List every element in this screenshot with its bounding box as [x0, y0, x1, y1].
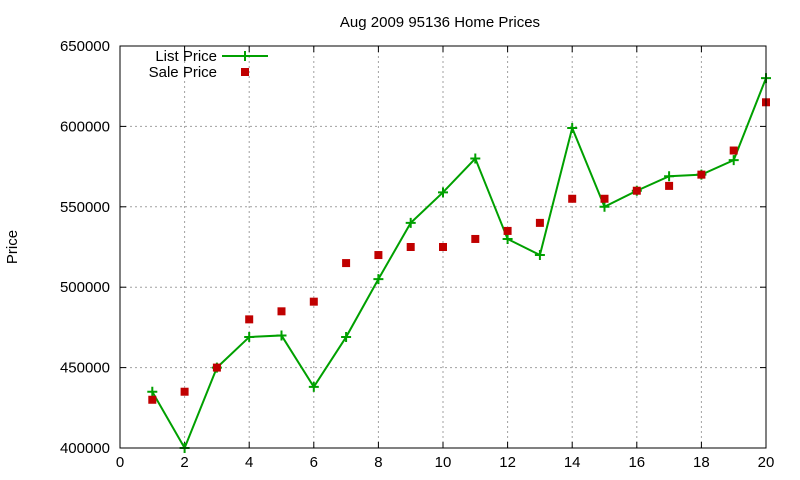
- list-price-point: [147, 386, 158, 397]
- sale-price-point: [309, 297, 318, 306]
- y-tick-label: 500000: [60, 279, 110, 296]
- chart-title: Aug 2009 95136 Home Prices: [340, 14, 540, 31]
- sale-price-point: [342, 259, 351, 268]
- legend-label-list-price: List Price: [155, 48, 217, 65]
- sale-price-point: [212, 363, 221, 372]
- sale-price-point: [568, 194, 577, 203]
- y-tick-label: 650000: [60, 38, 110, 55]
- y-tick-label: 550000: [60, 199, 110, 216]
- sale-price-point: [697, 170, 706, 179]
- axis-ticks: 0 2 4 6 8 10 12 14 16 18 20 400000 450000 500000 55000…: [60, 38, 774, 471]
- sale-price-point: [503, 226, 512, 235]
- legend-marker-list-price: [240, 51, 250, 61]
- list-price-point: [405, 217, 416, 228]
- sale-price-point: [471, 234, 480, 243]
- list-price-point: [567, 123, 578, 134]
- legend-marker-sale-price: [241, 68, 249, 76]
- sale-price-point: [665, 181, 674, 190]
- sale-price-point: [535, 218, 544, 227]
- legend-label-sale-price: Sale Price: [149, 64, 217, 81]
- data-series: [147, 73, 771, 453]
- list-price-point: [373, 274, 384, 285]
- sale-price-point: [374, 251, 383, 260]
- list-price-point: [502, 233, 513, 244]
- list-price-point: [308, 381, 319, 392]
- plot-frame: [119, 45, 767, 449]
- sale-price-point: [277, 307, 286, 316]
- list-price-point: [470, 153, 481, 164]
- x-tick-label: 8: [374, 454, 382, 471]
- x-tick-label: 16: [628, 454, 645, 471]
- list-price-point: [244, 332, 255, 343]
- y-tick-label: 400000: [60, 440, 110, 457]
- y-axis-label: Price: [4, 230, 21, 264]
- x-tick-label: 4: [245, 454, 253, 471]
- list-price-point: [276, 330, 287, 341]
- x-tick-label: 14: [564, 454, 581, 471]
- sale-price-point: [632, 186, 641, 195]
- x-tick-label: 6: [310, 454, 318, 471]
- x-tick-label: 18: [693, 454, 710, 471]
- y-tick-label: 450000: [60, 360, 110, 377]
- list-price-point: [664, 171, 675, 182]
- list-price-point: [728, 155, 739, 166]
- y-tick-label: 600000: [60, 118, 110, 135]
- x-tick-label: 2: [180, 454, 188, 471]
- x-tick-label: 12: [499, 454, 516, 471]
- sale-price-point: [180, 387, 189, 396]
- sale-price-point: [600, 194, 609, 203]
- sale-price-point: [439, 243, 447, 251]
- sale-price-point: [245, 315, 254, 324]
- x-tick-label: 10: [435, 454, 452, 471]
- x-tick-label: 20: [758, 454, 775, 471]
- list-price-point: [341, 332, 352, 343]
- list-price-point: [438, 187, 448, 198]
- sale-price-point: [729, 146, 738, 155]
- list-price-point: [534, 250, 545, 261]
- sale-price-point: [406, 243, 415, 251]
- list-price-line: [151, 77, 767, 451]
- list-price-point: [599, 201, 610, 212]
- sale-price-point: [148, 395, 157, 404]
- x-tick-label: 0: [116, 454, 124, 471]
